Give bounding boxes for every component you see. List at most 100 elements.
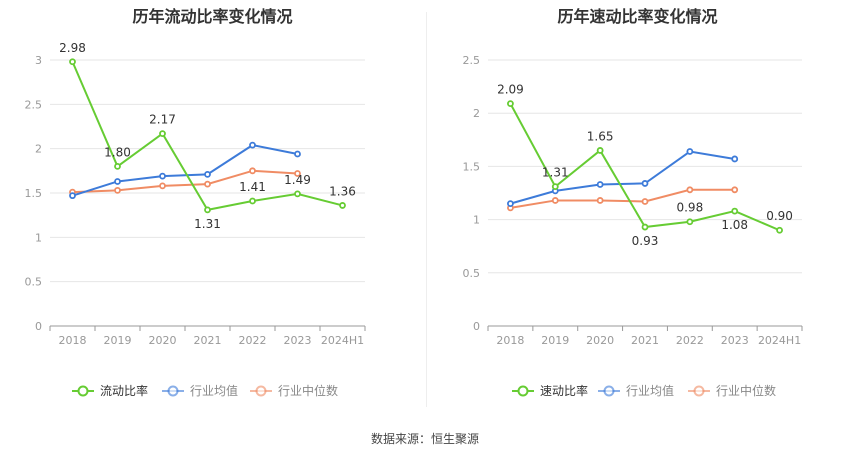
y-tick-label: 0 (35, 320, 42, 333)
legend-item: 流动比率 (72, 383, 148, 398)
y-tick-label: 1 (473, 214, 480, 227)
legend-marker (167, 385, 179, 397)
data-label: 2.98 (59, 41, 86, 55)
current-ratio-chart: 0 0.5 1 1.5 2 2.5 3 2018 2019 2020 2021 2022 2023 202… (25, 41, 366, 398)
data-point (294, 150, 301, 158)
legend-item: 行业中位数 (250, 383, 338, 398)
current-ratio-chart-panel: 历年流动比率变化情况 0 0.5 1 1.5 2 2.5 3 2018 2019 2020 2021… (0, 0, 425, 420)
data-point (596, 147, 604, 154)
legend-label: 行业均值 (626, 383, 674, 398)
data-point (114, 186, 121, 194)
x-tick-label: 2024H1 (321, 334, 364, 347)
data-point (686, 186, 694, 194)
data-point (641, 223, 649, 231)
x-tick-label: 2019 (104, 334, 132, 347)
data-point (114, 178, 121, 185)
legend-item: 行业均值 (162, 383, 238, 398)
data-point (294, 190, 301, 198)
x-tick-label: 2019 (541, 334, 569, 347)
quick-ratio-chart: 0 0.5 1 1.5 2 2.5 2018 2019 2020 2021 2022 2023 2024… (463, 54, 803, 398)
x-tick-label: 2021 (194, 334, 222, 347)
y-tick-label: 1.5 (463, 160, 481, 173)
data-label: 2.17 (149, 113, 176, 127)
data-point (159, 182, 166, 190)
data-label: 0.90 (766, 209, 793, 223)
data-label: 2.09 (497, 83, 524, 97)
quick-ratio-chart-panel: 历年速动比率变化情况 0 0.5 1 1.5 2 2.5 2018 2019 2020 2021 2… (425, 0, 850, 420)
y-tick-label: 2 (473, 107, 480, 120)
y-tick-label: 2.5 (463, 54, 481, 67)
series-line (510, 188, 735, 209)
data-point (641, 180, 649, 187)
x-tick-label: 2022 (239, 334, 267, 347)
legend-marker (517, 385, 529, 397)
y-tick-label: 0.5 (463, 267, 481, 280)
y-tick-label: 0 (473, 320, 480, 333)
x-tick-label: 2020 (586, 334, 614, 347)
data-source-note: 数据来源：恒生聚源 (370, 432, 479, 446)
data-label: 1.80 (104, 145, 131, 159)
data-label: 1.31 (194, 217, 221, 231)
data-point (294, 170, 301, 177)
data-point (69, 58, 76, 66)
x-tick-label: 2023 (284, 334, 312, 347)
data-label: 1.08 (721, 218, 748, 232)
data-point (551, 197, 559, 204)
y-tick-label: 0.5 (25, 276, 43, 289)
data-point (596, 197, 604, 204)
series-line (71, 61, 343, 211)
chart-title: 历年速动比率变化情况 (557, 7, 718, 26)
data-point (686, 148, 694, 155)
legend-marker (77, 385, 89, 397)
legend-label: 行业均值 (190, 383, 238, 398)
data-label: 0.93 (632, 234, 659, 248)
data-point (204, 170, 211, 178)
data-label: 1.36 (329, 184, 356, 198)
data-point (731, 186, 739, 194)
legend-label: 行业中位数 (716, 383, 776, 398)
x-tick-label: 2022 (676, 334, 704, 347)
y-tick-label: 3 (35, 54, 42, 67)
data-label: 1.49 (284, 173, 311, 187)
legend-marker (255, 385, 267, 397)
legend-marker (603, 385, 615, 397)
data-point (204, 206, 211, 214)
series-line (72, 144, 298, 197)
data-label: 1.65 (587, 129, 614, 143)
data-point (249, 167, 256, 175)
data-point (204, 180, 211, 188)
data-point (159, 130, 166, 137)
x-tick-label: 2023 (721, 334, 749, 347)
data-point (159, 172, 166, 180)
data-point (641, 198, 649, 205)
y-tick-label: 1 (35, 231, 42, 244)
y-tick-label: 2.5 (25, 98, 43, 111)
legend-label: 流动比率 (100, 383, 148, 398)
x-tick-label: 2024H1 (758, 334, 801, 347)
x-tick-label: 2018 (496, 334, 524, 347)
data-point (249, 141, 256, 149)
legend-item: 速动比率 (512, 383, 588, 398)
data-label: 1.31 (542, 166, 569, 180)
data-point (731, 155, 739, 163)
panel-divider (426, 12, 427, 407)
legend-marker (693, 385, 705, 397)
x-tick-label: 2021 (631, 334, 659, 347)
series-line (72, 169, 298, 194)
legend-item: 行业均值 (598, 383, 674, 398)
data-point (507, 100, 514, 108)
data-point (507, 200, 514, 208)
data-point (114, 162, 121, 170)
data-point (69, 192, 76, 200)
y-tick-label: 2 (35, 143, 42, 156)
series-line (510, 150, 735, 205)
data-point (596, 181, 604, 188)
data-point (339, 202, 346, 209)
legend-label: 行业中位数 (278, 383, 338, 398)
data-point (731, 207, 739, 215)
x-tick-label: 2020 (149, 334, 177, 347)
y-tick-label: 1.5 (25, 187, 43, 200)
data-label: 0.98 (676, 201, 703, 215)
legend-item: 行业中位数 (688, 383, 776, 398)
chart-title: 历年流动比率变化情况 (132, 7, 293, 26)
